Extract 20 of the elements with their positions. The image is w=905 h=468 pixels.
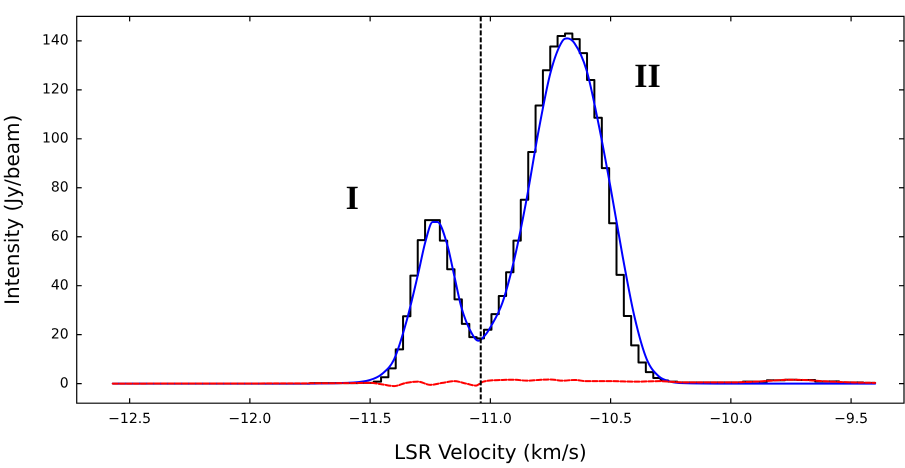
y-tick-label: 0 <box>60 375 69 392</box>
line-series <box>112 378 876 388</box>
y-tick-label: 100 <box>42 130 69 146</box>
x-tick-label: −12.0 <box>228 411 272 428</box>
y-tick-label: 140 <box>42 32 69 49</box>
x-tick-label: −11.0 <box>468 411 512 428</box>
x-tick-label: −10.5 <box>589 411 632 428</box>
x-tick-label: −9.5 <box>834 411 868 428</box>
y-tick-label: 120 <box>42 81 69 98</box>
y-tick-label: 80 <box>50 179 69 196</box>
x-tick-label: −12.5 <box>108 411 152 428</box>
annotation: II <box>634 58 661 96</box>
y-tick-label: 20 <box>50 326 69 342</box>
x-tick-label: −10.0 <box>709 411 752 428</box>
annotation: I <box>346 180 359 217</box>
x-tick-label: −11.5 <box>348 411 392 428</box>
y-axis-title: Intensity (Jy/beam) <box>0 114 24 305</box>
x-axis-title: LSR Velocity (km/s) <box>394 440 587 464</box>
y-tick-label: 60 <box>50 228 69 244</box>
y-tick-label: 40 <box>50 277 69 294</box>
